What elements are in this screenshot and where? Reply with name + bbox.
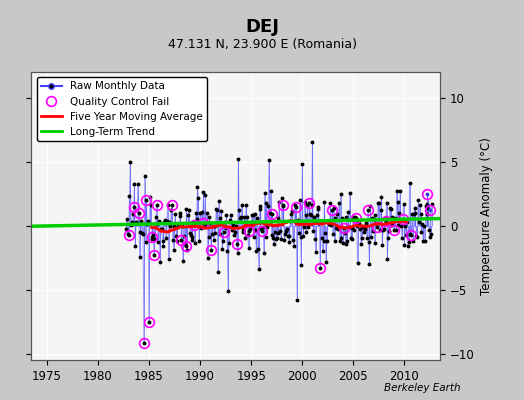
Text: Berkeley Earth: Berkeley Earth [385, 383, 461, 393]
Text: 47.131 N, 23.900 E (Romania): 47.131 N, 23.900 E (Romania) [168, 38, 356, 51]
Text: DEJ: DEJ [245, 18, 279, 36]
Legend: Raw Monthly Data, Quality Control Fail, Five Year Moving Average, Long-Term Tren: Raw Monthly Data, Quality Control Fail, … [37, 77, 207, 141]
Y-axis label: Temperature Anomaly (°C): Temperature Anomaly (°C) [480, 137, 493, 295]
